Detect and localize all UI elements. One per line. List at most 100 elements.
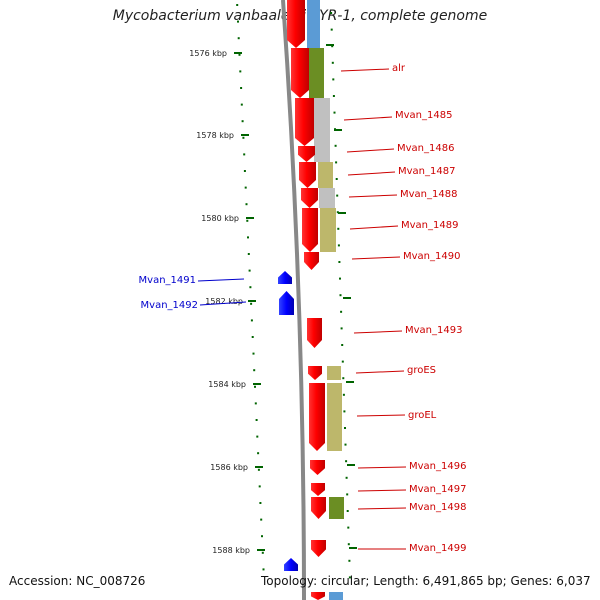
gene-label: Mvan_1486	[397, 143, 454, 154]
gene-label: Mvan_1492	[141, 300, 198, 311]
minor-tick	[254, 402, 257, 405]
gene-label: Mvan_1490	[403, 251, 460, 262]
minor-tick	[340, 327, 343, 330]
minor-tick	[242, 136, 245, 139]
cog-bar	[329, 497, 344, 519]
minor-tick	[238, 53, 241, 56]
gene-label: Mvan_1496	[409, 461, 466, 472]
minor-tick	[336, 211, 339, 214]
minor-tick	[250, 302, 253, 305]
minor-tick	[336, 194, 339, 197]
gene-leader-line	[340, 68, 390, 72]
minor-tick	[250, 319, 253, 322]
reverse-gene-arrow	[278, 271, 292, 284]
minor-tick	[243, 170, 246, 172]
minor-tick	[259, 502, 262, 504]
gene-leader-line	[199, 301, 247, 306]
gene-leader-line	[353, 330, 403, 334]
minor-tick	[251, 336, 254, 338]
minor-tick	[345, 476, 348, 479]
minor-tick	[255, 419, 258, 421]
forward-gene-arrow	[299, 162, 316, 188]
minor-tick	[257, 468, 260, 471]
minor-tick	[256, 435, 259, 438]
cog-bar	[327, 383, 342, 451]
minor-tick	[341, 344, 344, 346]
gene-label: groES	[407, 365, 436, 376]
cog-bar	[327, 366, 341, 380]
minor-tick	[348, 559, 351, 562]
kbp-label: 1584 kbp	[208, 380, 246, 389]
gene-leader-line	[347, 171, 396, 176]
minor-tick	[334, 144, 337, 147]
minor-tick	[348, 576, 351, 579]
gene-leader-line	[356, 414, 406, 417]
gene-label: Mvan_1489	[401, 220, 458, 231]
minor-tick	[331, 61, 334, 64]
reverse-gene-arrow	[284, 558, 298, 571]
minor-tick	[342, 393, 345, 396]
minor-tick	[237, 20, 239, 23]
cog-bar	[318, 162, 333, 188]
gene-label: groEL	[408, 410, 437, 421]
minor-tick	[331, 45, 334, 48]
minor-tick	[339, 294, 342, 297]
minor-tick	[341, 360, 344, 363]
minor-tick	[262, 568, 265, 571]
forward-gene-arrow	[311, 592, 325, 600]
forward-gene-arrow	[304, 252, 319, 270]
reverse-gene-arrow	[279, 291, 294, 315]
cog-track	[307, 0, 344, 600]
forward-gene-arrow	[302, 208, 318, 252]
kbp-label: 1586 kbp	[210, 463, 248, 472]
forward-gene-arrow	[301, 188, 318, 208]
forward-gene-arrow	[295, 98, 314, 146]
minor-tick	[253, 369, 256, 372]
gene-leader-line	[355, 370, 405, 374]
minor-tick	[241, 120, 244, 123]
accession-label: Accession: NC_008726	[9, 574, 146, 588]
cog-bar	[314, 98, 330, 162]
minor-tick	[237, 37, 240, 40]
gene-leader-line	[197, 278, 245, 282]
forward-gene-arrow	[291, 48, 309, 98]
cog-bar	[309, 48, 324, 98]
gene-label: Mvan_1491	[139, 275, 196, 286]
minor-tick	[335, 161, 338, 164]
gene-leader-line	[357, 466, 407, 469]
minor-tick	[245, 203, 248, 206]
minor-tick	[330, 12, 333, 14]
gene-label: Mvan_1485	[395, 110, 452, 121]
gene-label: Mvan_1497	[409, 484, 466, 495]
cog-bar	[307, 0, 320, 48]
minor-tick	[343, 410, 346, 413]
gene-leader-line	[346, 148, 395, 153]
minor-tick	[236, 4, 239, 6]
minor-tick	[239, 70, 242, 73]
minor-tick	[240, 87, 243, 89]
gene-leader-line	[343, 116, 393, 121]
gene-label: Mvan_1487	[398, 166, 455, 177]
forward-gene-arrow	[309, 383, 325, 451]
forward-gene-arrow	[287, 0, 305, 48]
minor-tick	[333, 111, 336, 114]
gene-leader-line	[348, 194, 398, 198]
minor-tick	[261, 551, 264, 554]
minor-tick	[340, 310, 343, 313]
minor-tick	[254, 385, 256, 388]
gene-label: Mvan_1493	[405, 325, 462, 336]
gene-label: Mvan_1499	[409, 543, 466, 554]
gene-label: Mvan_1498	[409, 502, 466, 513]
minor-tick	[244, 186, 247, 189]
minor-tick	[248, 269, 251, 272]
kbp-label: 1582 kbp	[205, 297, 243, 306]
minor-tick	[345, 460, 348, 463]
minor-tick	[337, 227, 340, 230]
minor-tick	[246, 219, 249, 222]
tick-dots	[236, 4, 351, 579]
minor-tick	[261, 535, 263, 538]
cog-bar	[319, 188, 335, 208]
forward-gene-arrow	[307, 318, 322, 348]
minor-tick	[252, 352, 255, 355]
